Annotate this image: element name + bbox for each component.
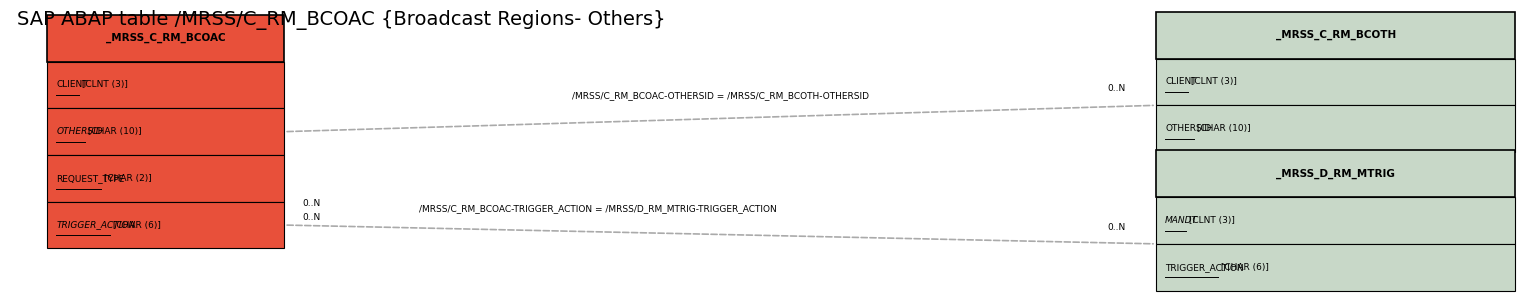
- Text: CLIENT: CLIENT: [1166, 78, 1196, 86]
- Bar: [1157, 244, 1515, 291]
- Text: _MRSS_D_RM_MTRIG: _MRSS_D_RM_MTRIG: [1276, 169, 1396, 179]
- Text: _MRSS_C_RM_BCOTH: _MRSS_C_RM_BCOTH: [1276, 30, 1396, 40]
- Bar: [47, 202, 285, 248]
- Bar: [1157, 150, 1515, 197]
- Text: [CLNT (3)]: [CLNT (3)]: [80, 81, 127, 89]
- Text: _MRSS_C_RM_BCOAC: _MRSS_C_RM_BCOAC: [106, 33, 225, 43]
- Text: TRIGGER_ACTION: TRIGGER_ACTION: [1166, 263, 1244, 272]
- Text: 0..N: 0..N: [1108, 223, 1126, 232]
- Text: [CHAR (2)]: [CHAR (2)]: [101, 174, 152, 183]
- Text: [CHAR (10)]: [CHAR (10)]: [86, 127, 142, 136]
- Text: OTHERSID: OTHERSID: [1166, 124, 1212, 133]
- Text: 0..N: 0..N: [1108, 84, 1126, 93]
- Bar: [1157, 12, 1515, 59]
- Bar: [1157, 59, 1515, 105]
- Text: CLIENT: CLIENT: [57, 81, 87, 89]
- Text: [CLNT (3)]: [CLNT (3)]: [1187, 78, 1236, 86]
- Text: [CHAR (6)]: [CHAR (6)]: [110, 220, 161, 230]
- Bar: [47, 62, 285, 108]
- Text: 0..N: 0..N: [303, 199, 320, 209]
- Text: TRIGGER_ACTION: TRIGGER_ACTION: [57, 220, 136, 230]
- Text: [CLNT (3)]: [CLNT (3)]: [1186, 216, 1235, 225]
- Bar: [1157, 105, 1515, 152]
- Bar: [47, 108, 285, 155]
- Bar: [47, 15, 285, 62]
- Text: OTHERSID: OTHERSID: [57, 127, 103, 136]
- Bar: [47, 155, 285, 202]
- Text: 0..N: 0..N: [303, 213, 320, 222]
- Text: [CHAR (6)]: [CHAR (6)]: [1218, 263, 1270, 272]
- Text: [CHAR (10)]: [CHAR (10)]: [1193, 124, 1250, 133]
- Text: /MRSS/C_RM_BCOAC-OTHERSID = /MRSS/C_RM_BCOTH-OTHERSID: /MRSS/C_RM_BCOAC-OTHERSID = /MRSS/C_RM_B…: [571, 92, 869, 100]
- Text: MANDT: MANDT: [1166, 216, 1198, 225]
- Bar: [1157, 197, 1515, 244]
- Text: REQUEST_TYPE: REQUEST_TYPE: [57, 174, 124, 183]
- Text: /MRSS/C_RM_BCOAC-TRIGGER_ACTION = /MRSS/D_RM_MTRIG-TRIGGER_ACTION: /MRSS/C_RM_BCOAC-TRIGGER_ACTION = /MRSS/…: [418, 204, 777, 213]
- Text: SAP ABAP table /MRSS/C_RM_BCOAC {Broadcast Regions- Others}: SAP ABAP table /MRSS/C_RM_BCOAC {Broadca…: [17, 10, 665, 30]
